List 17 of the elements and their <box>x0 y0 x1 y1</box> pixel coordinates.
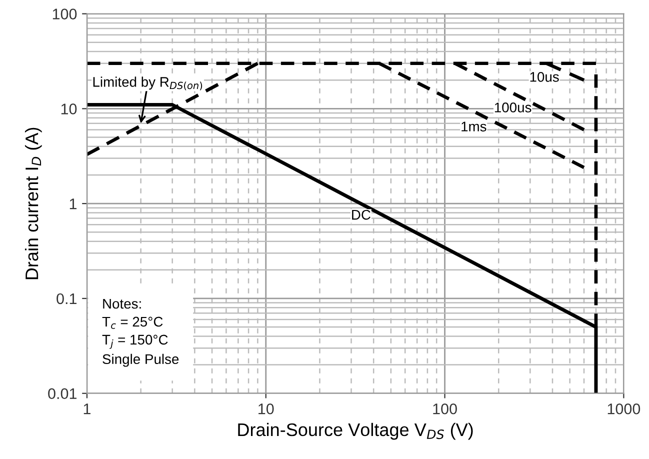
y-tick-label: 0.01 <box>48 388 76 400</box>
x-tick-label: 1000 <box>608 403 640 414</box>
y-tick-label: 10 <box>61 104 77 114</box>
annotation: 100us <box>494 102 532 112</box>
x-tick-label: 10 <box>258 403 274 414</box>
annotation: 1ms <box>462 122 486 132</box>
x-tick-label: 1 <box>84 404 90 414</box>
annotation: DC <box>352 210 370 220</box>
y-tick-label: 1 <box>70 198 76 210</box>
y-tick-label: 0.1 <box>56 293 76 304</box>
annotation: Limited by R$_{DS(on)}$ <box>93 76 202 90</box>
y-tick-label: 100 <box>52 8 77 20</box>
annotation: 10us <box>530 72 559 82</box>
y-axis-title: Drain current I$_{D}$ (A) <box>24 128 42 280</box>
x-tick-label: 100 <box>433 403 457 414</box>
annotation: Notes: T$_{c}$ = 25°C T$_{j}$ = 150°C Single Pulse <box>102 298 179 367</box>
x-axis-title: Drain-Source Voltage V$_{DS}$ (V) <box>238 422 473 440</box>
